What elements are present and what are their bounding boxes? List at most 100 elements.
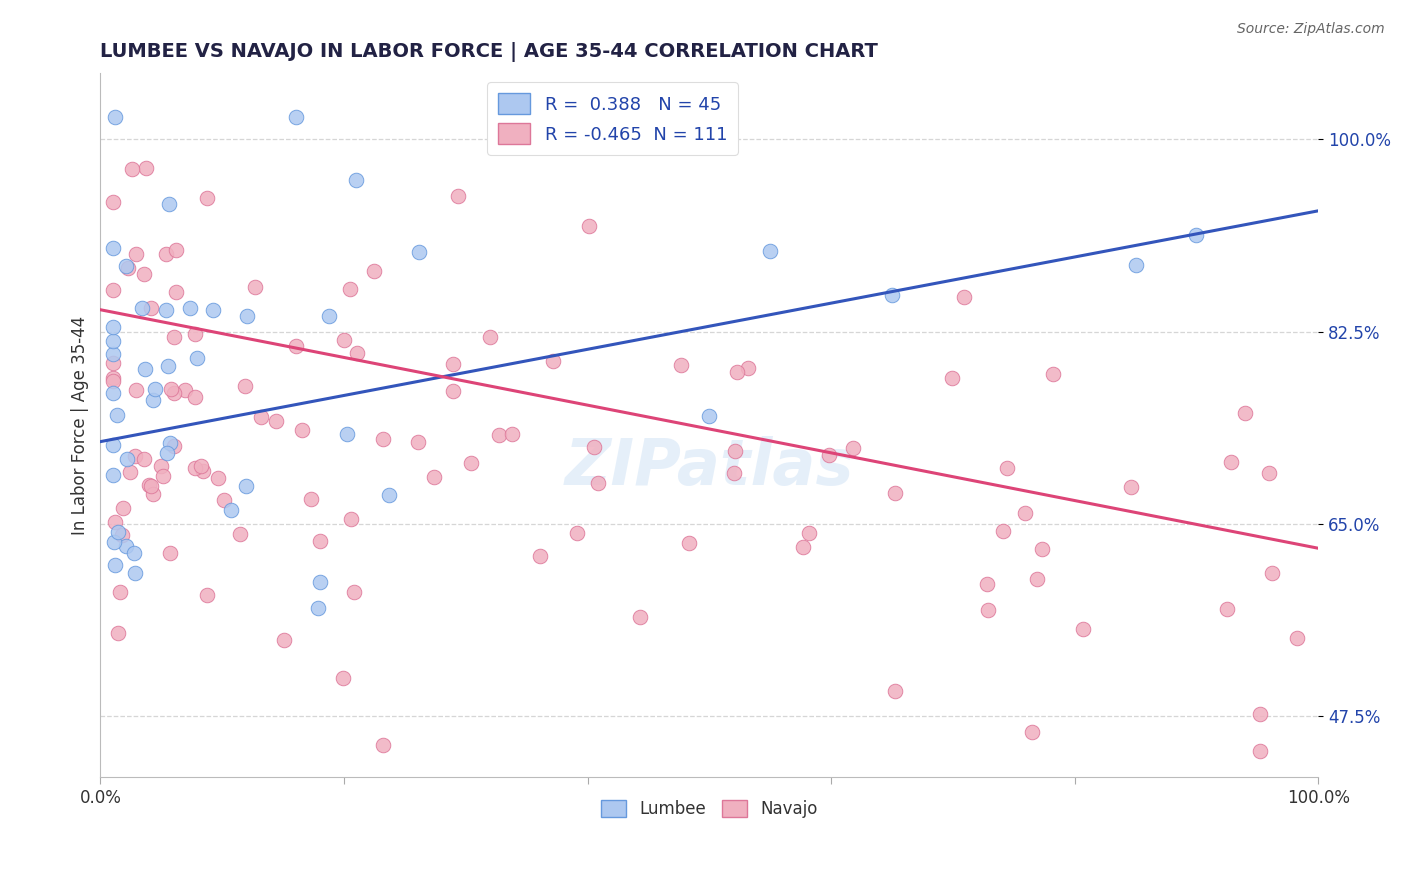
Point [883,486,905,500]
Point [105,408,128,422]
Point [578,219,600,233]
Point [107,625,129,640]
Point [179,301,201,316]
Point [995,461,1018,475]
Point [114,539,136,553]
Point [941,371,963,385]
Point [155,246,177,260]
Point [104,516,127,530]
Point [108,584,131,599]
Point [725,365,748,379]
Point [1257,466,1279,480]
Point [723,466,745,480]
Point [408,435,430,450]
Point [163,330,186,344]
Point [332,333,354,347]
Point [104,111,127,125]
Point [155,303,177,318]
Point [460,456,482,470]
Point [125,383,148,397]
Point [124,449,146,463]
Point [101,194,124,209]
Point [1249,744,1271,758]
Point [101,356,124,370]
Point [201,303,224,318]
Point [336,427,359,442]
Point [817,448,839,462]
Point [101,241,124,255]
Point [299,491,322,506]
Point [1125,258,1147,272]
Point [1021,724,1043,739]
Point [332,671,354,685]
Point [884,684,907,698]
Point [101,386,124,401]
Point [565,525,588,540]
Point [115,451,138,466]
Point [114,260,136,274]
Point [478,330,501,344]
Y-axis label: In Labor Force | Age 35-44: In Labor Force | Age 35-44 [72,316,89,534]
Point [142,392,165,407]
Point [371,738,394,752]
Point [1260,566,1282,580]
Point [134,361,156,376]
Point [1026,572,1049,586]
Point [135,161,157,175]
Point [101,438,124,452]
Point [423,469,446,483]
Point [588,476,610,491]
Point [190,458,212,473]
Point [309,575,332,590]
Point [273,633,295,648]
Point [101,374,124,388]
Point [371,433,394,447]
Point [307,601,329,615]
Point [245,279,267,293]
Point [842,442,865,456]
Point [1014,506,1036,520]
Point [207,471,229,485]
Point [101,347,124,361]
Point [669,358,692,372]
Point [111,528,134,542]
Point [291,423,314,437]
Point [976,603,998,617]
Point [1185,227,1208,242]
Point [183,461,205,475]
Point [236,309,259,323]
Point [285,339,308,353]
Point [117,260,139,275]
Point [441,358,464,372]
Point [344,173,367,187]
Point [233,378,256,392]
Point [112,501,135,516]
Point [1031,541,1053,556]
Point [285,111,308,125]
Point [163,385,186,400]
Point [121,161,143,176]
Point [101,371,124,385]
Point [447,189,470,203]
Point [1119,480,1142,494]
Point [156,446,179,460]
Point [441,384,464,398]
Point [318,309,340,323]
Point [103,534,125,549]
Point [104,558,127,572]
Point [583,441,606,455]
Point [953,290,976,304]
Point [165,285,187,300]
Point [139,301,162,316]
Point [235,479,257,493]
Point [101,319,124,334]
Point [160,382,183,396]
Point [163,439,186,453]
Point [107,525,129,540]
Point [501,427,523,442]
Point [529,549,551,564]
Point [1042,368,1064,382]
Point [1071,622,1094,636]
Point [1219,455,1241,469]
Point [799,526,821,541]
